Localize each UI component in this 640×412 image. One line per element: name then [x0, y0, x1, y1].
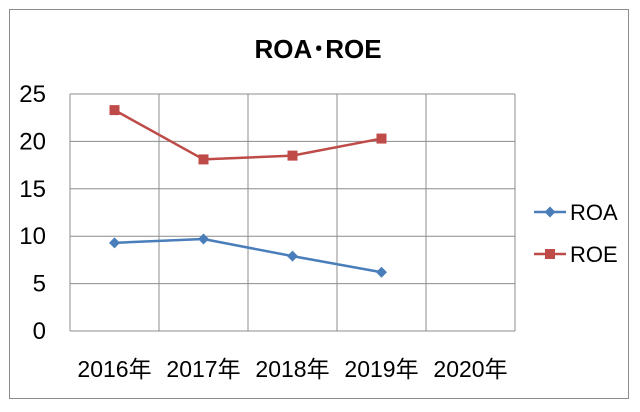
series-layer: [109, 105, 387, 278]
data-point: [109, 237, 120, 249]
legend-label: ROA: [570, 200, 618, 225]
y-tick-label: 5: [33, 271, 46, 298]
x-tick-label: 2018年: [255, 356, 329, 382]
series-roa: [109, 233, 387, 278]
legend-label: ROE: [570, 242, 618, 267]
data-point: [198, 233, 209, 245]
x-tick-label: 2019年: [344, 356, 418, 382]
x-tick-label: 2020年: [433, 356, 507, 382]
x-tick-label: 2016年: [77, 356, 151, 382]
data-point: [287, 150, 298, 161]
gridlines: [69, 93, 516, 332]
series-line: [113, 109, 382, 161]
chart-title: ROA･ROE: [254, 34, 381, 64]
legend-marker: [544, 206, 556, 218]
legend: ROA ROE: [534, 200, 618, 267]
legend-item-roa: ROA: [534, 200, 618, 225]
legend-marker: [545, 249, 555, 259]
y-axis-ticks: 0 5 10 15 20 25: [19, 81, 46, 345]
data-point: [198, 154, 209, 165]
series-line: [114, 237, 382, 274]
data-point: [109, 105, 120, 116]
x-axis-ticks: 2016年 2017年 2018年 2019年 2020年: [77, 356, 507, 382]
x-tick-label: 2017年: [166, 356, 240, 382]
chart-frame: [9, 9, 629, 399]
data-point: [376, 133, 387, 144]
legend-item-roe: ROE: [534, 242, 618, 267]
data-point: [287, 250, 298, 262]
y-tick-label: 15: [19, 176, 46, 203]
y-tick-label: 0: [33, 318, 46, 345]
series-roe: [109, 105, 387, 165]
y-tick-label: 25: [19, 81, 46, 108]
y-tick-label: 10: [19, 223, 46, 250]
data-point: [376, 266, 387, 278]
y-tick-label: 20: [19, 128, 46, 155]
